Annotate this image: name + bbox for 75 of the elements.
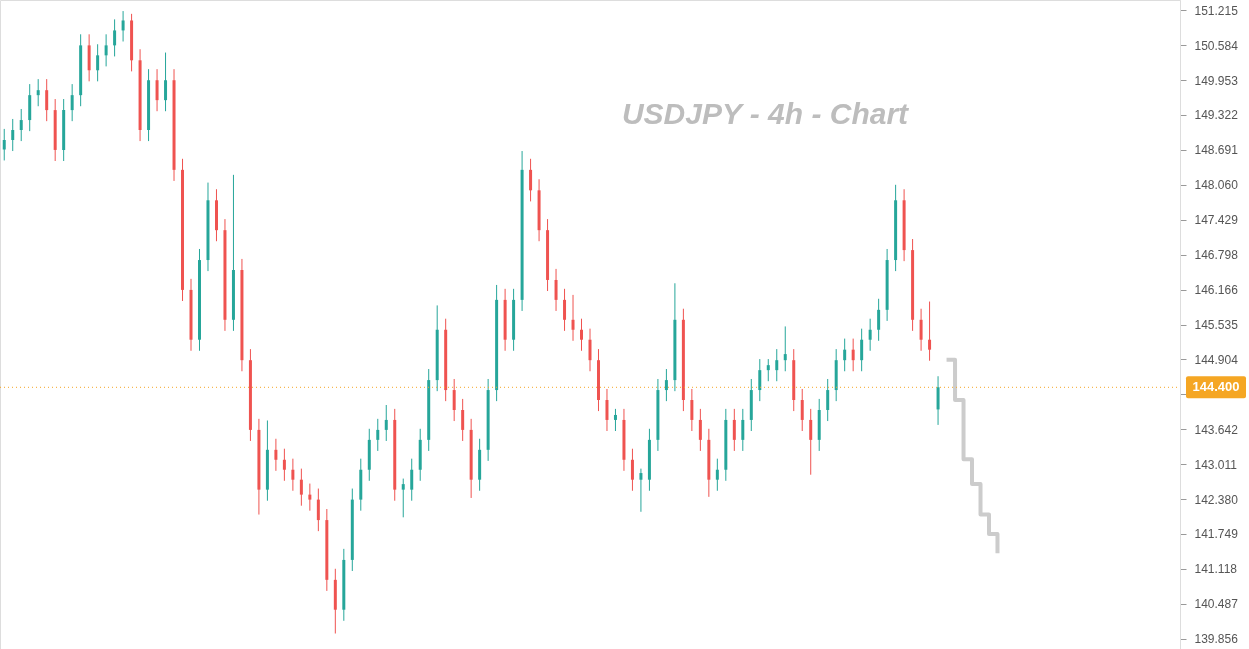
- candlestick: [766, 358, 770, 382]
- candlestick: [851, 338, 855, 372]
- candlestick: [308, 483, 312, 512]
- y-tick-label: 143.011: [1194, 457, 1238, 472]
- y-tick-label: 149.322: [1194, 108, 1239, 123]
- y-tick-label: 146.166: [1194, 283, 1239, 298]
- y-tick-label: 150.584: [1194, 38, 1239, 53]
- y-tick-label: 142.380: [1194, 492, 1239, 507]
- candlestick: [605, 388, 609, 432]
- candlestick: [401, 478, 405, 518]
- y-tick-label: 148.060: [1194, 178, 1239, 193]
- y-tick-label: 139.856: [1194, 632, 1239, 647]
- candlestick: [843, 338, 847, 372]
- candlestick: [571, 294, 575, 342]
- candlestick: [2, 128, 6, 161]
- candlestick: [291, 458, 295, 492]
- candlestick: [19, 108, 23, 142]
- candlestick: [452, 378, 456, 422]
- candlestick: [274, 438, 278, 472]
- candlestick: [613, 408, 617, 432]
- ref-line-label: 144.400: [1192, 379, 1240, 395]
- candlestick: [715, 458, 719, 492]
- y-tick-label: 151.215: [1194, 3, 1239, 18]
- y-tick-label: 149.953: [1194, 73, 1239, 88]
- candlestick: [316, 488, 320, 532]
- candlestick: [104, 33, 108, 67]
- candlestick: [630, 448, 634, 492]
- y-tick-label: 145.535: [1194, 318, 1239, 332]
- candlestick: [384, 404, 388, 442]
- candlestick: [732, 408, 736, 452]
- y-tick-label: 140.487: [1194, 597, 1239, 612]
- candlestick: [554, 268, 558, 312]
- candlestick: [96, 43, 100, 82]
- y-tick-label: 141.118: [1194, 562, 1238, 577]
- candlestick: [758, 358, 762, 402]
- candlestick: [868, 318, 872, 352]
- y-tick-label: 143.642: [1194, 422, 1239, 437]
- candlestick: [826, 378, 830, 422]
- candlestick: [164, 52, 168, 112]
- candlestick: [800, 388, 804, 432]
- candlestick: [36, 78, 40, 107]
- candlestick: [698, 408, 702, 452]
- candlestick: [155, 68, 159, 112]
- candlestick: [461, 398, 465, 442]
- y-tick-label: 146.798: [1194, 248, 1239, 263]
- candlestick: [690, 388, 694, 432]
- candlestick: [121, 10, 125, 42]
- candlestick: [860, 328, 864, 372]
- text: USDJPY - 4h - Chart: [621, 97, 911, 130]
- candlestick: [919, 308, 923, 352]
- candlestick: [741, 408, 745, 452]
- candlestick: [45, 78, 49, 122]
- candlestick: [282, 448, 286, 482]
- candlestick: [775, 348, 779, 382]
- candlestick: [11, 118, 15, 152]
- candlestick: [936, 375, 940, 426]
- candlestick: [580, 318, 584, 352]
- candlestick: [664, 368, 668, 402]
- candlestick: [783, 325, 787, 372]
- candlestick: [529, 158, 533, 202]
- candlestick: [639, 468, 643, 513]
- candlestick: [809, 408, 813, 476]
- candlestick: [928, 301, 932, 362]
- y-tick-label: 141.749: [1194, 527, 1239, 542]
- y-tick-label: 147.429: [1194, 213, 1239, 228]
- candlestick: [299, 468, 303, 507]
- candlestick: [376, 418, 380, 452]
- candlestick: [113, 18, 117, 57]
- candlestick: [588, 328, 592, 372]
- y-tick-label: 144.904: [1194, 352, 1239, 367]
- candlestick: [563, 288, 567, 332]
- candlestick: [410, 458, 414, 502]
- y-tick-label: 148.691: [1194, 143, 1239, 158]
- candlestick: [877, 298, 881, 342]
- candlestick: [70, 83, 74, 122]
